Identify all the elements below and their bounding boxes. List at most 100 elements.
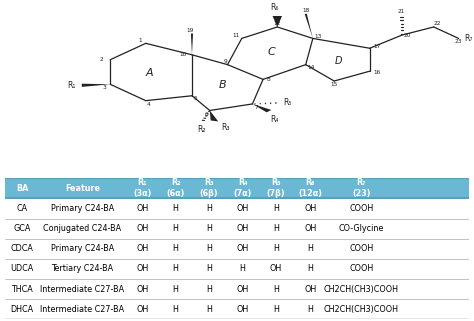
Text: COOH: COOH <box>349 204 374 213</box>
Text: 20: 20 <box>404 33 411 38</box>
Text: OH: OH <box>136 224 148 233</box>
Text: OH: OH <box>136 244 148 253</box>
Text: R₃
(6β): R₃ (6β) <box>200 178 219 198</box>
Polygon shape <box>210 110 218 121</box>
Text: R₂: R₂ <box>197 126 205 134</box>
Text: 3: 3 <box>103 85 106 90</box>
Text: H: H <box>273 204 279 213</box>
Text: R₄: R₄ <box>270 115 279 124</box>
Text: 6: 6 <box>204 112 208 117</box>
Text: OH: OH <box>237 204 249 213</box>
Text: Primary C24-BA: Primary C24-BA <box>51 244 114 253</box>
Text: Feature: Feature <box>65 184 100 193</box>
Text: Tertiary C24-BA: Tertiary C24-BA <box>52 265 114 273</box>
Text: H: H <box>173 244 179 253</box>
Text: R₇
(23): R₇ (23) <box>352 178 371 198</box>
Text: 13: 13 <box>315 34 322 39</box>
Text: H: H <box>273 224 279 233</box>
Text: OH: OH <box>270 265 282 273</box>
Text: H: H <box>307 265 313 273</box>
Polygon shape <box>252 104 272 112</box>
Text: 14: 14 <box>308 65 315 70</box>
Text: 19: 19 <box>186 28 193 33</box>
Text: R₇: R₇ <box>465 34 473 43</box>
Text: OH: OH <box>136 285 148 294</box>
Polygon shape <box>305 14 313 39</box>
Text: H: H <box>307 305 313 314</box>
Text: OH: OH <box>136 204 148 213</box>
Text: R₁
(3α): R₁ (3α) <box>133 178 151 198</box>
Text: CH2CH(CH3)COOH: CH2CH(CH3)COOH <box>324 305 399 314</box>
Text: Intermediate C27-BA: Intermediate C27-BA <box>40 305 125 314</box>
Text: OH: OH <box>237 285 249 294</box>
Text: OH: OH <box>304 224 316 233</box>
Text: R₄
(7α): R₄ (7α) <box>233 178 252 198</box>
Text: H: H <box>273 305 279 314</box>
Text: 11: 11 <box>232 33 240 38</box>
Text: 4: 4 <box>146 102 150 107</box>
Bar <box>5 178 469 198</box>
Text: 12: 12 <box>273 21 281 26</box>
Text: H: H <box>206 265 212 273</box>
Text: R₆: R₆ <box>271 3 279 12</box>
Text: R₃: R₃ <box>222 123 230 132</box>
Text: 22: 22 <box>434 22 441 26</box>
Text: H: H <box>173 224 179 233</box>
Text: 15: 15 <box>330 82 338 87</box>
Text: H: H <box>173 204 179 213</box>
Text: OH: OH <box>237 224 249 233</box>
Text: GCA: GCA <box>13 224 31 233</box>
Text: COOH: COOH <box>349 265 374 273</box>
Polygon shape <box>191 33 193 55</box>
Text: OH: OH <box>136 265 148 273</box>
Text: BA: BA <box>16 184 28 193</box>
Text: COOH: COOH <box>349 244 374 253</box>
Text: UDCA: UDCA <box>10 265 34 273</box>
Text: H: H <box>173 285 179 294</box>
Text: R₁: R₁ <box>67 81 76 90</box>
Polygon shape <box>82 84 110 87</box>
Text: CH2CH(CH3)COOH: CH2CH(CH3)COOH <box>324 285 399 294</box>
Text: H: H <box>206 285 212 294</box>
Text: CDCA: CDCA <box>11 244 34 253</box>
Text: 8: 8 <box>267 77 271 82</box>
Text: 1: 1 <box>138 39 142 43</box>
Text: H: H <box>206 305 212 314</box>
Text: B: B <box>219 80 227 90</box>
Text: CA: CA <box>17 204 27 213</box>
Text: H: H <box>240 265 246 273</box>
Text: CO-Glycine: CO-Glycine <box>338 224 384 233</box>
Text: Primary C24-BA: Primary C24-BA <box>51 204 114 213</box>
Text: H: H <box>273 285 279 294</box>
Polygon shape <box>273 16 282 27</box>
Text: C: C <box>267 47 275 57</box>
Text: 2: 2 <box>100 57 103 62</box>
Text: OH: OH <box>304 285 316 294</box>
Text: OH: OH <box>237 305 249 314</box>
Text: 9: 9 <box>223 59 227 64</box>
Text: R₅: R₅ <box>283 99 292 108</box>
Text: A: A <box>146 68 153 78</box>
Text: 5: 5 <box>194 96 198 101</box>
Text: Intermediate C27-BA: Intermediate C27-BA <box>40 285 125 294</box>
Text: R₂
(6α): R₂ (6α) <box>166 178 185 198</box>
Text: H: H <box>206 244 212 253</box>
Text: 7: 7 <box>255 105 258 110</box>
Text: Conjugated C24-BA: Conjugated C24-BA <box>44 224 122 233</box>
Text: OH: OH <box>136 305 148 314</box>
Text: R₅
(7β): R₅ (7β) <box>267 178 285 198</box>
Text: 10: 10 <box>180 52 187 57</box>
Text: H: H <box>273 244 279 253</box>
Text: OH: OH <box>237 244 249 253</box>
Text: 16: 16 <box>373 70 381 75</box>
Text: H: H <box>206 204 212 213</box>
Text: R₆
(12α): R₆ (12α) <box>298 178 322 198</box>
Text: 18: 18 <box>302 8 310 13</box>
Text: D: D <box>335 56 342 66</box>
Text: 21: 21 <box>398 9 405 14</box>
Text: H: H <box>173 265 179 273</box>
Text: 17: 17 <box>373 44 381 49</box>
Text: H: H <box>173 305 179 314</box>
Text: OH: OH <box>304 204 316 213</box>
Text: 23: 23 <box>455 39 462 44</box>
